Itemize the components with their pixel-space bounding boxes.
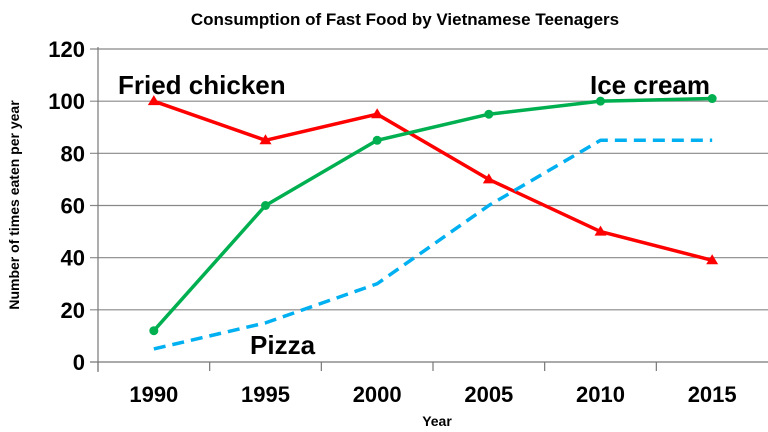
y-tick-label: 40 xyxy=(61,246,85,271)
data-point-ice-cream xyxy=(484,109,494,119)
chart-title: Consumption of Fast Food by Vietnamese T… xyxy=(191,10,619,29)
data-point-ice-cream xyxy=(596,96,605,106)
series-line-ice-cream xyxy=(152,96,713,332)
series-label-ice-cream: Ice cream xyxy=(590,70,710,100)
series-label-fried-chicken: Fried chicken xyxy=(118,70,286,100)
x-tick-label: 1990 xyxy=(129,382,178,407)
data-point-ice-cream xyxy=(149,326,159,336)
y-axis-label: Number of times eaten per year xyxy=(6,100,22,310)
y-tick-label: 60 xyxy=(61,194,85,219)
series-label-pizza: Pizza xyxy=(250,330,316,360)
x-axis-label: Year xyxy=(422,413,452,429)
x-tick-label: 1995 xyxy=(241,382,290,407)
data-point-fried-chicken xyxy=(259,134,272,145)
data-point-fried-chicken xyxy=(147,95,160,106)
y-tick-label: 20 xyxy=(61,298,85,323)
y-tick-label: 0 xyxy=(73,350,85,375)
data-point-ice-cream xyxy=(372,135,382,145)
x-tick-label: 2005 xyxy=(464,382,513,407)
series-line-fried-chicken xyxy=(153,99,713,262)
data-point-ice-cream xyxy=(261,201,270,210)
data-point-fried-chicken xyxy=(482,173,495,184)
series-line-pizza xyxy=(153,138,713,351)
x-tick-label: 2000 xyxy=(353,382,402,407)
data-point-ice-cream xyxy=(707,94,717,104)
x-tick-label: 2015 xyxy=(688,382,737,407)
x-tick-label: 2010 xyxy=(576,382,625,407)
data-point-fried-chicken xyxy=(594,225,607,236)
y-tick-label: 120 xyxy=(48,37,85,62)
data-point-fried-chicken xyxy=(706,254,719,265)
data-point-fried-chicken xyxy=(371,108,384,119)
y-tick-label: 100 xyxy=(48,89,85,114)
y-tick-label: 80 xyxy=(61,141,85,166)
